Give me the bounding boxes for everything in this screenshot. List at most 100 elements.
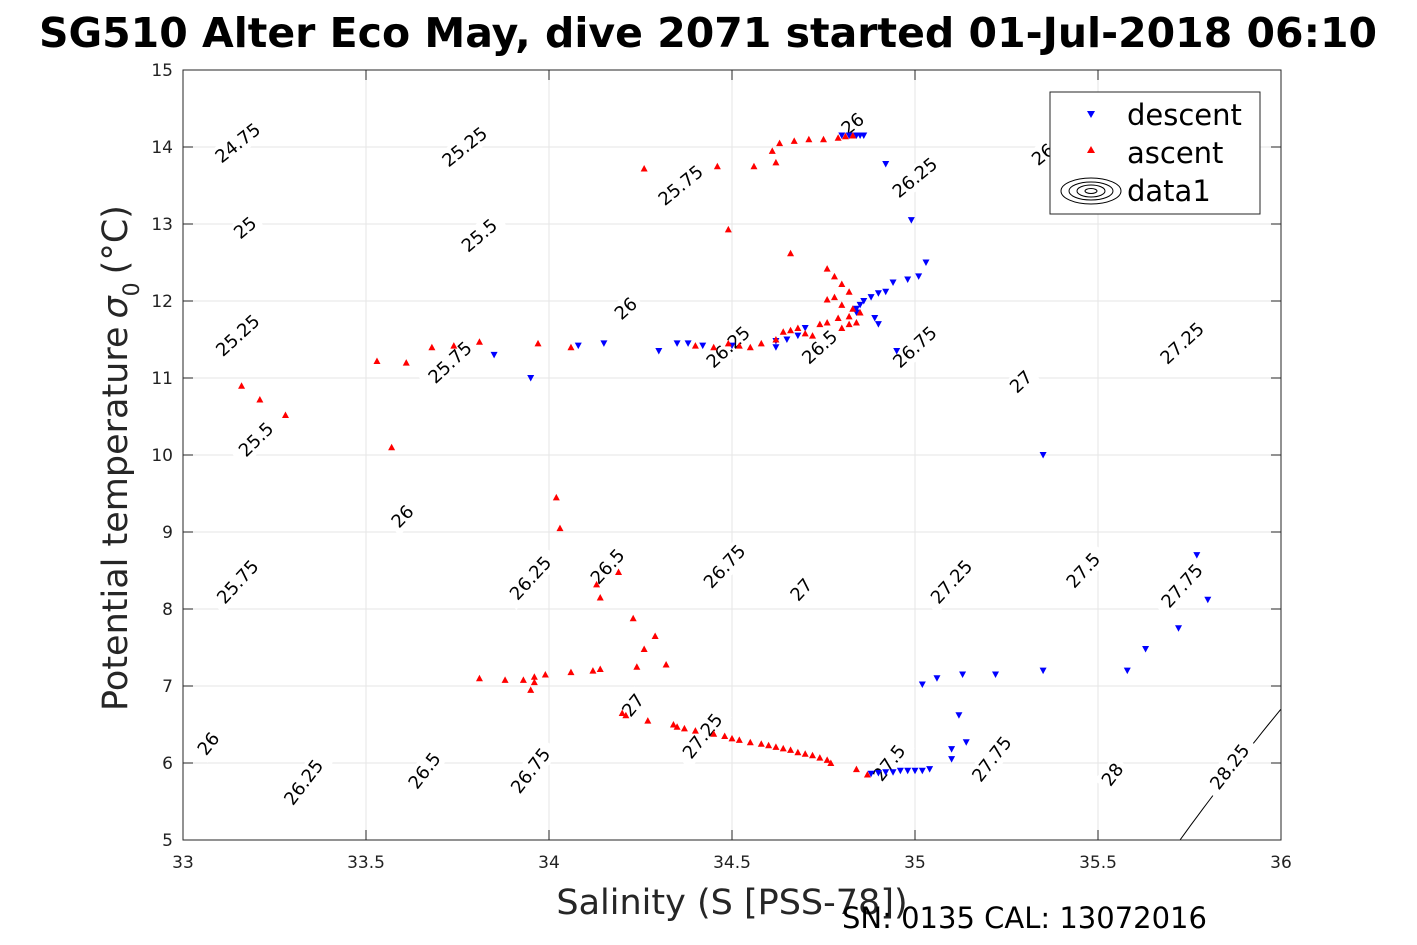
- contour-label: 26: [606, 290, 645, 328]
- density-contour-line: [1407, 55, 1417, 856]
- contour-label-bg: [882, 148, 948, 208]
- x-axis-ticks: 33 33.5 34 34.5 35 35.5 36: [172, 70, 1292, 873]
- y-axis-ticks: 5 6 7 8 9 10 11 12 13 14 15: [151, 61, 1281, 851]
- contour-label: 25.75: [648, 156, 714, 215]
- ascent-point: [567, 668, 575, 676]
- descent-point: [860, 298, 868, 305]
- descent-point: [699, 342, 707, 350]
- ascent-point: [428, 343, 436, 351]
- descent-point: [874, 321, 882, 328]
- ascent-point: [629, 614, 637, 622]
- descent-point: [772, 344, 780, 351]
- contour-label-bg: [782, 570, 821, 609]
- contour-label: 28.25: [1200, 734, 1259, 800]
- ascent-point: [475, 674, 483, 682]
- ascent-point: [823, 319, 831, 326]
- x-tick-label: 33: [172, 853, 194, 873]
- contour-label-bg: [1056, 543, 1110, 598]
- ascent-point: [838, 324, 846, 331]
- ascent-point: [849, 305, 857, 312]
- ascent-point: [541, 670, 549, 678]
- legend: descent ascent data1: [1049, 91, 1261, 215]
- contour-label-text: 27.25: [1156, 319, 1208, 369]
- descent-point: [918, 767, 926, 775]
- contour-label: 26.25: [275, 749, 333, 816]
- legend-descent-marker: [1087, 111, 1095, 118]
- ascent-point: [779, 328, 787, 335]
- y-tick-label: 14: [151, 138, 173, 158]
- x-tick-label: 35.5: [1079, 853, 1117, 873]
- contour-label: 27.25: [921, 550, 983, 614]
- contour-label-bg: [451, 209, 508, 262]
- descent-point: [655, 348, 663, 355]
- descent-point: [955, 712, 963, 719]
- ascent-point: [834, 134, 842, 141]
- ascent-point: [680, 724, 688, 732]
- ascent-point: [757, 339, 765, 347]
- ascent-point: [746, 343, 754, 351]
- ascent-point: [728, 734, 736, 742]
- ascent-point: [768, 147, 776, 154]
- ascent-point: [794, 748, 802, 756]
- descent-point: [867, 770, 875, 778]
- descent-point: [1142, 646, 1150, 653]
- ascent-point: [809, 751, 817, 759]
- contour-label-text: 25.75: [213, 556, 263, 608]
- ascent-point: [852, 765, 860, 773]
- ascent-point: [475, 338, 483, 345]
- contour-label-bg: [500, 546, 562, 610]
- descent-point: [1039, 667, 1047, 675]
- y-tick-label: 6: [162, 754, 173, 774]
- contour-label: 26.75: [694, 534, 756, 599]
- contour-label-bg: [648, 156, 714, 215]
- contour-label-bg: [962, 726, 1021, 792]
- y-tick-label: 12: [151, 292, 173, 312]
- ascent-point: [772, 743, 780, 750]
- ascent-point: [830, 293, 838, 301]
- contour-label: 26.25: [500, 546, 562, 610]
- contour-label-text: 24.75: [212, 119, 265, 168]
- contour-label-bg: [606, 290, 645, 328]
- contour-label-bg: [921, 550, 983, 614]
- legend-data1-contour-icon: [1060, 177, 1122, 205]
- descent-point: [918, 681, 926, 688]
- density-contour-line: [1288, 55, 1417, 856]
- ascent-point: [710, 730, 718, 737]
- ascent-point: [662, 660, 670, 668]
- descent-point: [911, 767, 919, 775]
- ascent-point: [651, 632, 659, 639]
- contour-label-bg: [229, 412, 284, 467]
- ascent-point: [450, 342, 458, 349]
- density-contour-line: [1179, 708, 1281, 840]
- contour-label: 27.75: [962, 726, 1021, 792]
- descent-point: [1193, 552, 1201, 559]
- contour-label-text: 26.25: [280, 756, 328, 810]
- y-tick-label: 11: [151, 369, 173, 389]
- contour-label-bg: [581, 539, 635, 595]
- contour-label-bg: [418, 332, 482, 394]
- legend-ascent-marker: [1087, 146, 1095, 153]
- ascent-point: [805, 135, 813, 143]
- descent-point: [904, 276, 912, 283]
- contour-label-bg: [696, 316, 761, 378]
- contour-label: 26.5: [581, 539, 635, 595]
- descent-point: [893, 348, 901, 355]
- ascent-point: [673, 723, 681, 730]
- y-tick-label: 13: [151, 215, 173, 235]
- descent-point: [882, 769, 890, 776]
- contour-label: 25.5: [229, 412, 284, 467]
- ascent-point: [772, 158, 780, 166]
- contour-label-bg: [207, 550, 269, 614]
- ascent-point: [750, 162, 758, 170]
- ascent-point: [834, 314, 842, 321]
- ascent-point: [801, 750, 809, 757]
- contour-label: 28: [1094, 755, 1131, 794]
- ascent-point: [633, 663, 641, 670]
- contour-label-text: 26.75: [700, 541, 750, 593]
- descent-point: [794, 332, 802, 340]
- contour-label: 27.5: [1056, 543, 1110, 598]
- contour-label-bg: [1150, 313, 1214, 374]
- ascent-point: [746, 738, 754, 746]
- x-tick-label: 34: [538, 853, 560, 873]
